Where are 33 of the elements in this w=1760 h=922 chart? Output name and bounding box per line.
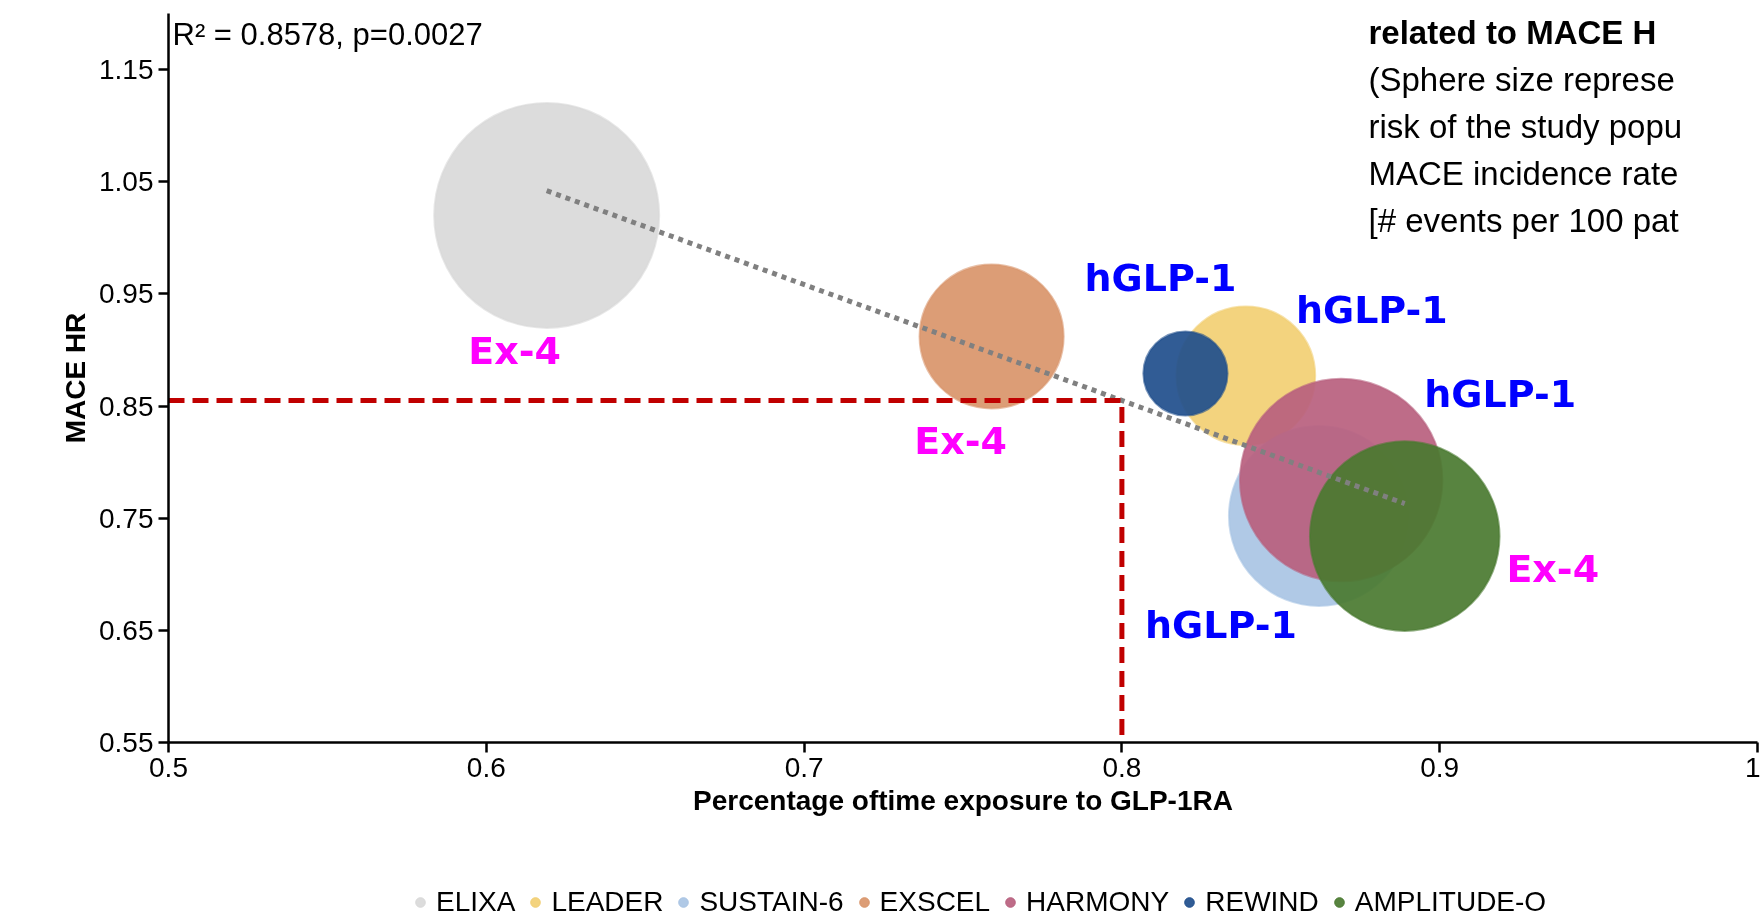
y-axis-title: MACE HR xyxy=(60,312,91,444)
legend-label: SUSTAIN-6 xyxy=(699,886,844,918)
annotation: [# events per 100 pat xyxy=(1368,202,1679,239)
data-label: hGLP-1 xyxy=(1295,287,1448,332)
data-label: hGLP-1 xyxy=(1424,372,1577,417)
y-tick-label: 0.85 xyxy=(99,390,154,422)
y-tick-label: 0.95 xyxy=(99,278,154,310)
data-label: hGLP-1 xyxy=(1145,602,1297,647)
x-axis-title: Percentage oftime exposure to GLP-1RA xyxy=(693,784,1233,816)
data-label: Ex-4 xyxy=(914,418,1007,463)
legend-label: HARMONY xyxy=(1026,886,1170,918)
legend-label: REWIND xyxy=(1205,886,1319,918)
x-tick-label: 1 xyxy=(1744,751,1760,783)
legend-label: ELIXA xyxy=(436,886,516,918)
y-tick-label: 0.65 xyxy=(99,614,154,646)
data-label: Ex-4 xyxy=(468,329,562,374)
legend-label: EXSCEL xyxy=(879,886,991,918)
x-tick-label: 0.9 xyxy=(1420,751,1460,783)
legend-label: AMPLITUDE-O xyxy=(1354,886,1547,918)
annotation: risk of the study popu xyxy=(1368,108,1683,145)
y-tick-label: 1.15 xyxy=(99,54,154,86)
annotation: MACE incidence rate xyxy=(1368,155,1679,192)
annotation: (Sphere size represe xyxy=(1368,61,1675,98)
data-label: hGLP-1 xyxy=(1084,255,1237,300)
data-label: Ex-4 xyxy=(1506,547,1600,592)
legend-label: LEADER xyxy=(551,886,664,918)
x-tick-label: 0.8 xyxy=(1102,751,1142,783)
x-tick-label: 0.6 xyxy=(466,751,506,783)
annotation: R² = 0.8578, p=0.0027 xyxy=(172,17,483,52)
x-tick-label: 0.7 xyxy=(784,751,824,783)
y-tick-label: 1.05 xyxy=(99,166,154,198)
annotation: related to MACE H xyxy=(1368,14,1657,51)
y-tick-label: 0.75 xyxy=(99,502,154,534)
